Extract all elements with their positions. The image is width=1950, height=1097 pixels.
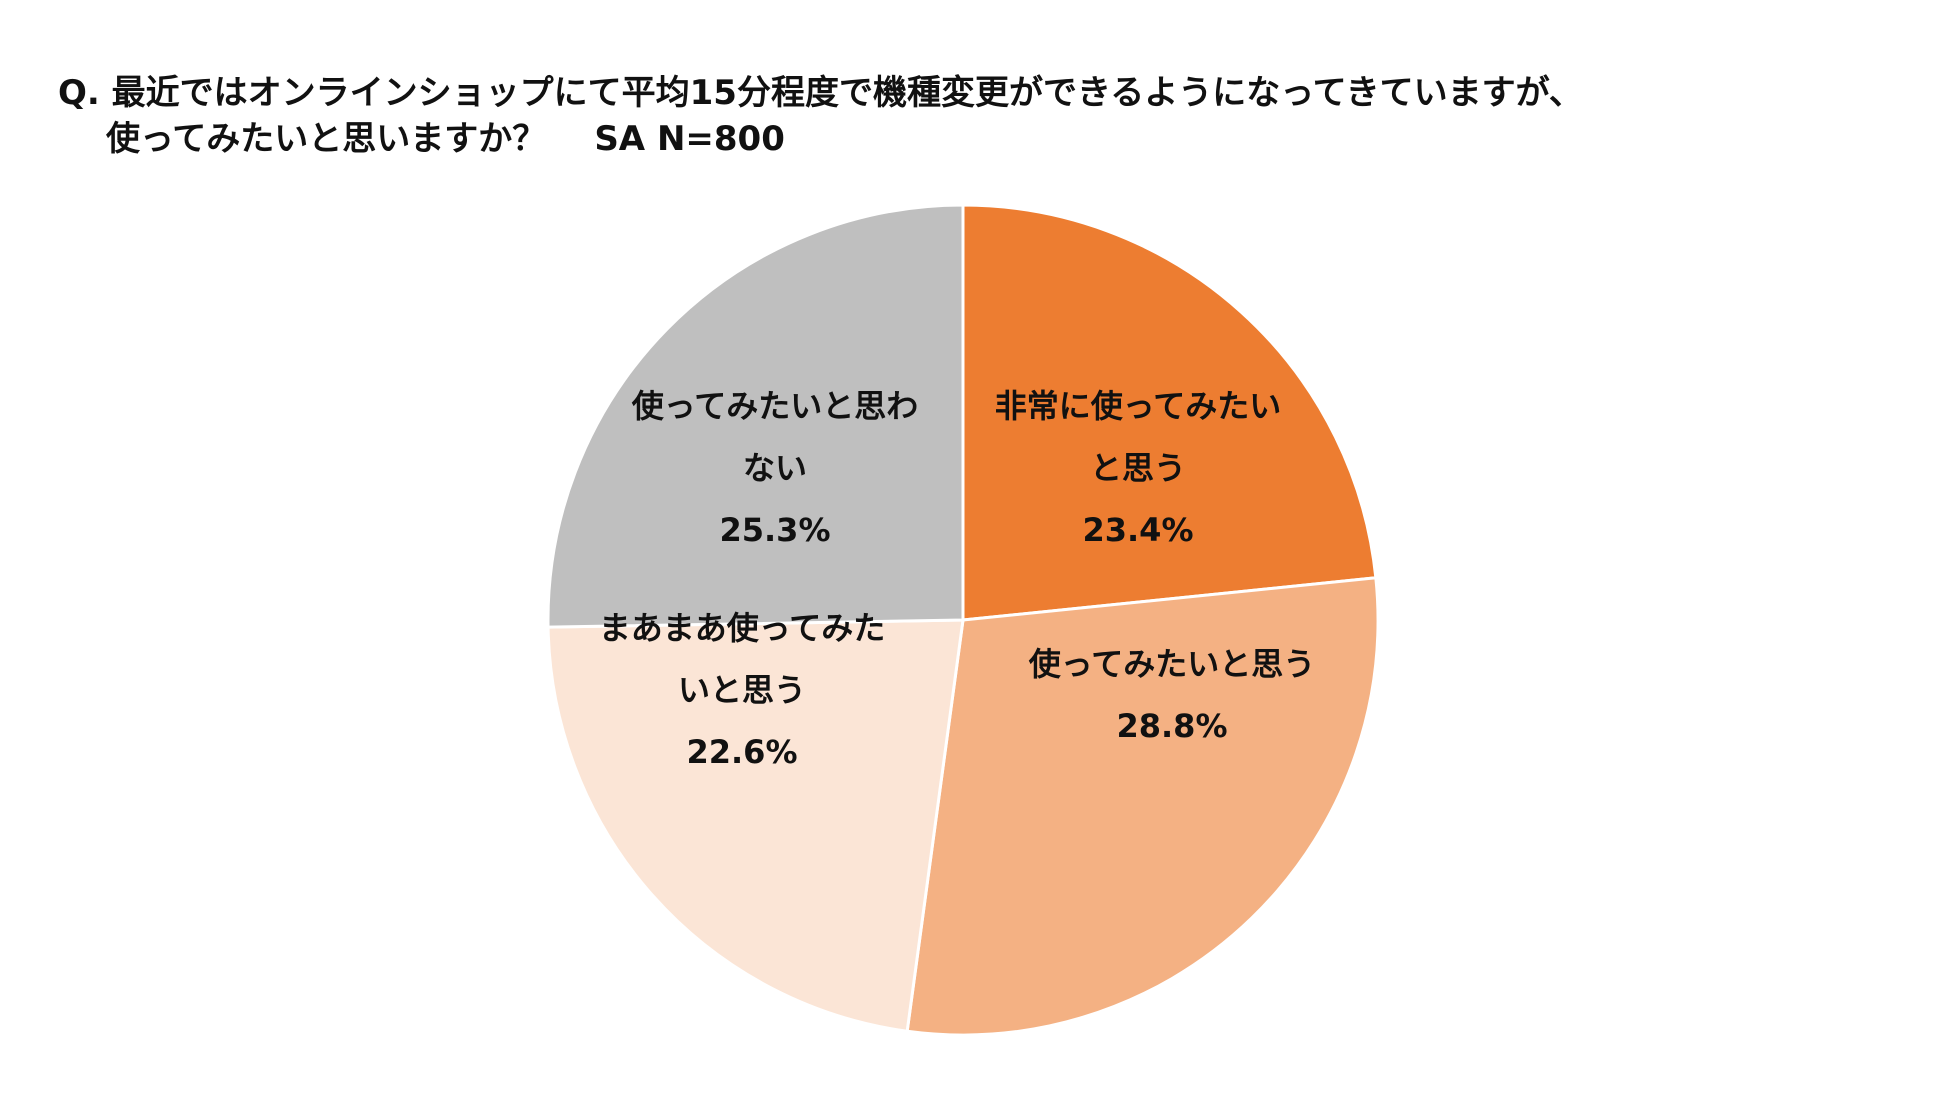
slice-value-label-2: 28.8% <box>1116 707 1227 745</box>
question-text: Q. 最近ではオンラインショップにて平均15分程度で機種変更ができるようになって… <box>58 70 1858 162</box>
sample-size: SA N=800 <box>594 119 785 159</box>
slice-category-label-1: 非常に使ってみたい <box>995 387 1281 425</box>
pie-slices <box>546 203 1380 1037</box>
pie-slice-2 <box>905 576 1380 1037</box>
slice-category-label-3: いと思う <box>678 671 806 709</box>
slice-value-label-3: 22.6% <box>686 733 797 771</box>
question-line-2: 使ってみたいと思いますか？ SA N=800 <box>58 116 1858 162</box>
pie-slice-1 <box>961 203 1378 622</box>
pie-slice-3 <box>546 618 965 1033</box>
question-line-1: Q. 最近ではオンラインショップにて平均15分程度で機種変更ができるようになって… <box>58 73 1583 113</box>
slice-category-label-4: 使ってみたいと思わ <box>631 387 918 425</box>
slice-category-label-4: ない <box>743 449 807 487</box>
slice-category-label-3: まあまあ使ってみた <box>599 609 885 647</box>
slice-label-group-2: 使ってみたいと思う 28.8% <box>1028 645 1315 745</box>
slice-value-label-1: 23.4% <box>1082 511 1193 549</box>
slice-category-label-2: 使ってみたいと思う <box>1028 645 1315 683</box>
pie-slice-4 <box>546 203 965 629</box>
question-line-2-text: 使ってみたいと思いますか？ <box>106 119 547 159</box>
slice-value-label-4: 25.3% <box>719 511 830 549</box>
slice-category-label-1: と思う <box>1090 449 1186 487</box>
